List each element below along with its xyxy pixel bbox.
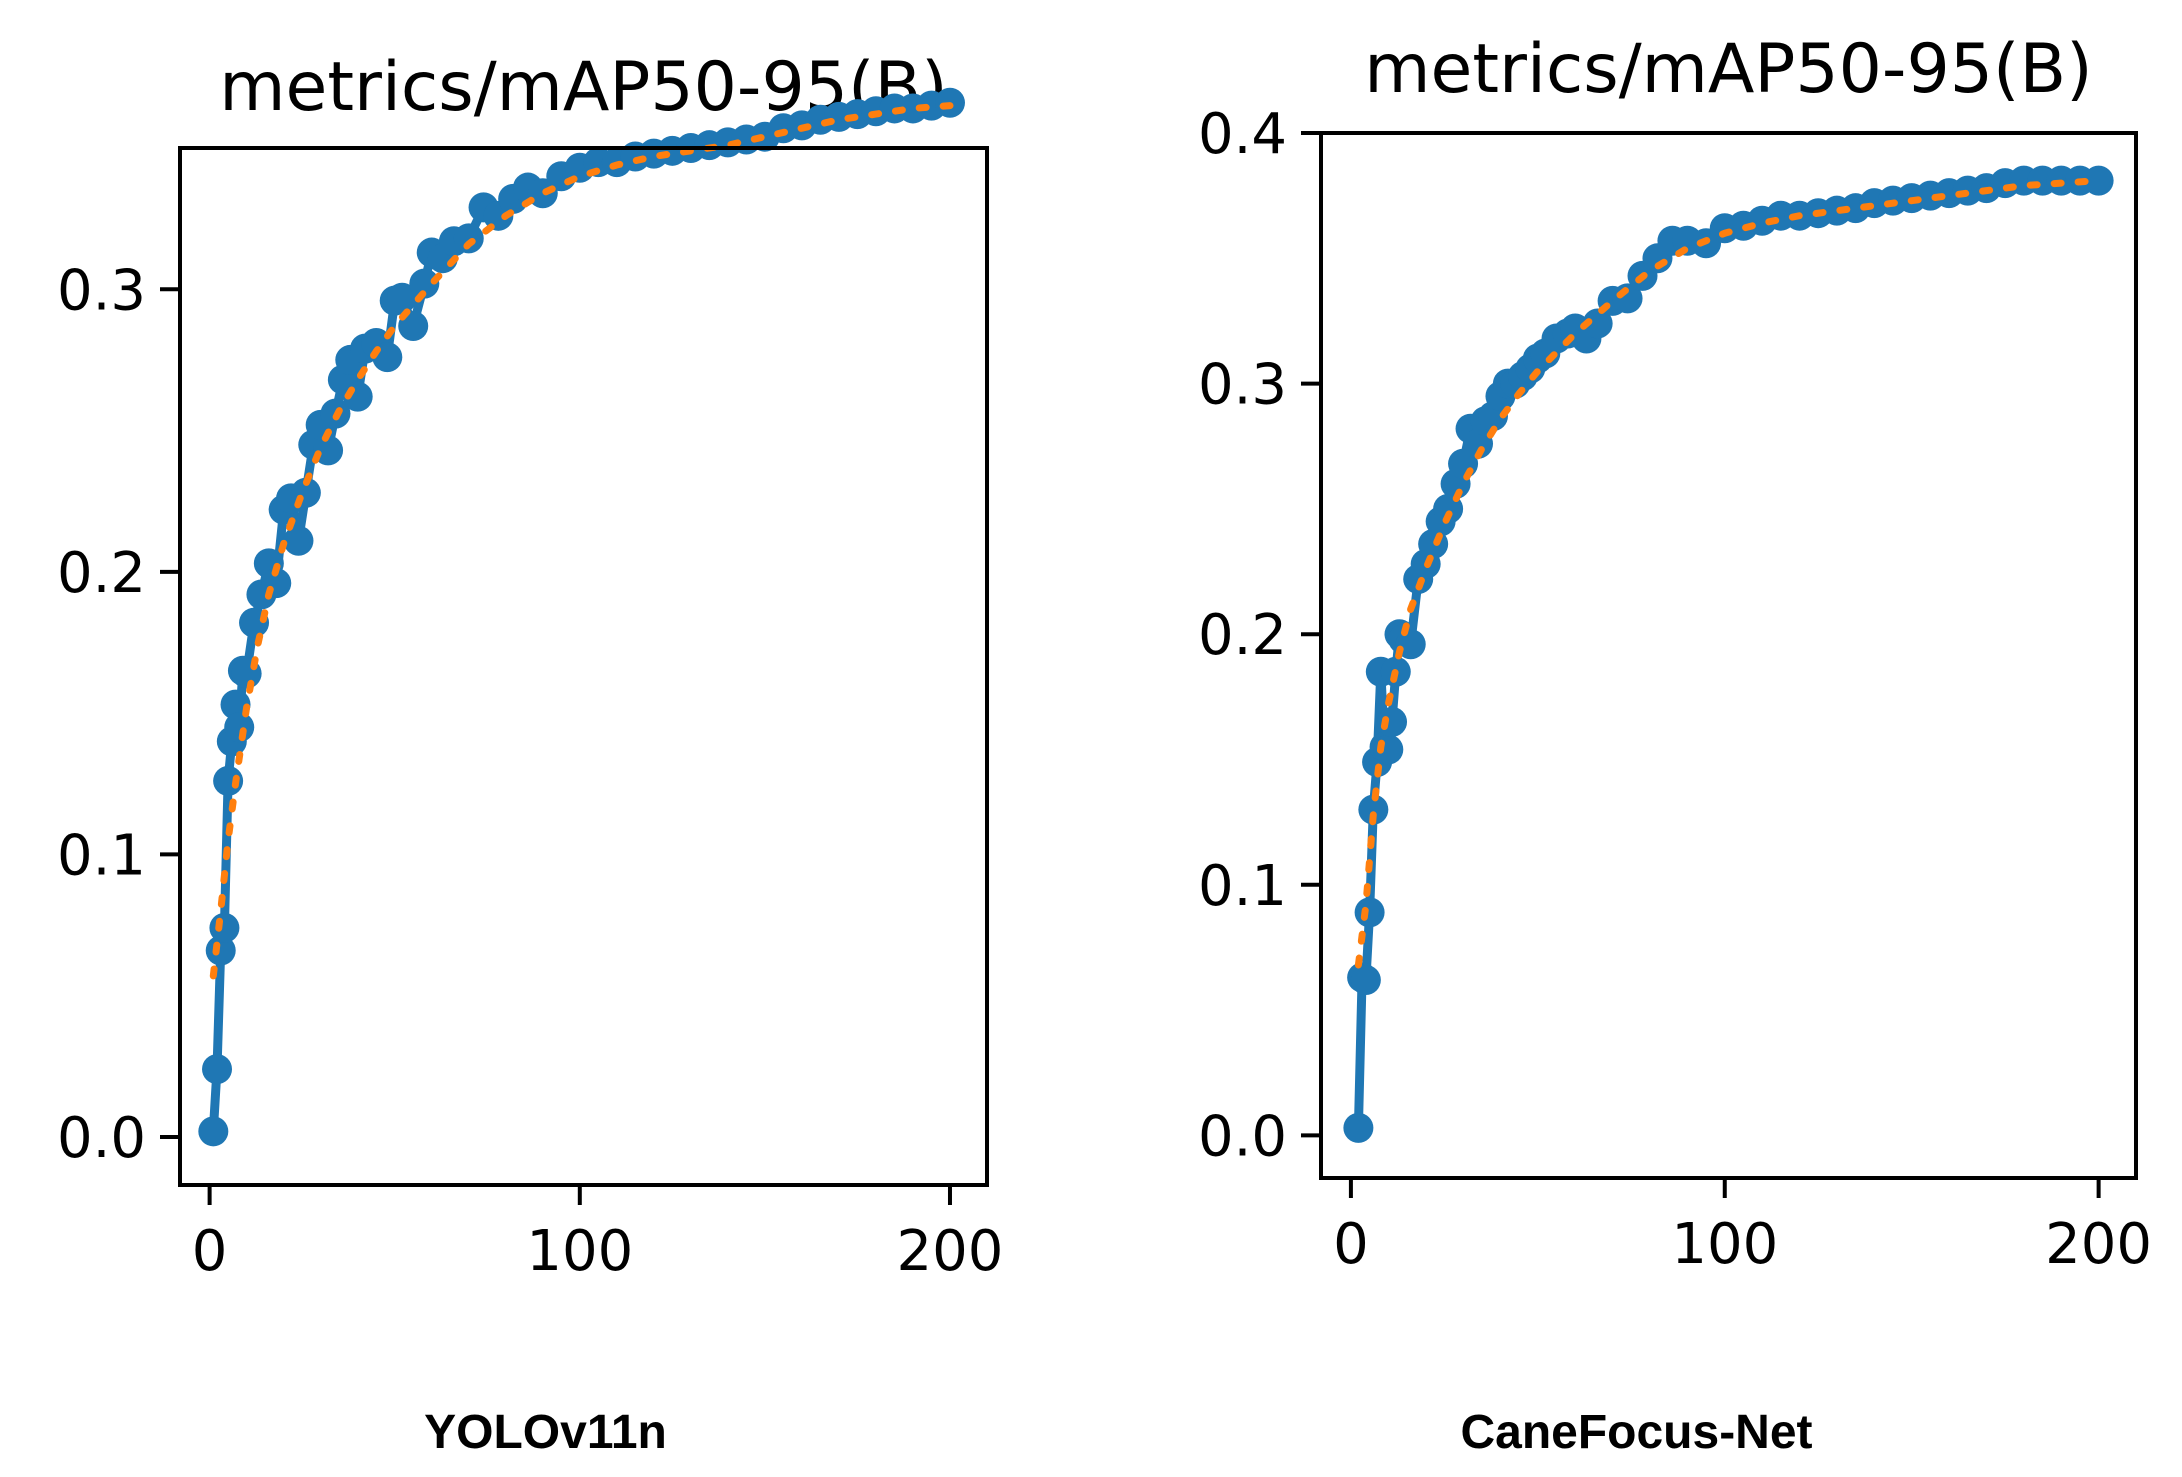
data-point-results [409, 268, 440, 299]
data-point-results [205, 935, 236, 966]
plot-frame [178, 146, 989, 1187]
series-line-smooth [209, 102, 954, 980]
data-point-results [2083, 165, 2114, 196]
data-point-results [387, 282, 418, 313]
data-point-results [202, 1054, 233, 1085]
y-tick-label: 0.3 [1198, 353, 1287, 418]
x-tick-label: 0 [1333, 1212, 1369, 1277]
y-tick-label: 0.3 [57, 258, 146, 323]
y-tick-label: 0.4 [1198, 102, 1287, 167]
data-point-results [313, 435, 344, 466]
chart-caption: CaneFocus-Net [1460, 1406, 1813, 1459]
data-point-results [1463, 428, 1494, 459]
data-point-results [283, 525, 314, 556]
data-point-results [1343, 1112, 1374, 1143]
y-tick-label: 0.2 [1198, 603, 1287, 668]
data-point-results [453, 223, 484, 254]
data-point-results [1358, 794, 1389, 825]
y-tick-label: 0.0 [1198, 1104, 1287, 1169]
chart-panel-canefocus-net: metrics/mAP50-95(B) 0.0 0.1 0.2 0.3 0.4 0 100 20… [1091, 0, 2182, 1477]
chart-title: metrics/mAP50-95(B) [1364, 30, 2092, 109]
y-tick-label: 0.1 [57, 823, 146, 888]
data-point-results [224, 712, 255, 743]
data-point-results [1377, 706, 1408, 737]
x-tick-label: 100 [526, 1219, 633, 1284]
chart-canefocus-net: metrics/mAP50-95(B) 0.0 0.1 0.2 0.3 0.4 0 100 20… [1198, 30, 2152, 1277]
data-point-results [1350, 965, 1381, 996]
plot-frame [1319, 131, 2138, 1180]
y-tick-label: 0.0 [57, 1106, 146, 1171]
data-point-results [209, 912, 240, 943]
series-line-results [208, 98, 955, 1136]
data-point-results [1395, 629, 1426, 660]
x-tick-label: 200 [2045, 1212, 2152, 1277]
series-line-smooth [1354, 177, 2103, 969]
chart-caption: YOLOv11n [424, 1406, 667, 1459]
x-tick-label: 100 [1671, 1212, 1778, 1277]
series-line-results [1353, 176, 2104, 1133]
x-tick-label: 0 [192, 1219, 228, 1284]
chart-yolov11n: metrics/mAP50-95(B)0.00.10.20.30 100 200 [57, 48, 1004, 1284]
data-point-results [198, 1116, 229, 1147]
y-tick-label: 0.1 [1198, 854, 1287, 919]
chart-panel-yolov11n: metrics/mAP50-95(B) 0.0 0.1 0.2 0.3 0 100 200 Y… [57, 48, 1004, 1459]
data-point-results [1354, 897, 1385, 928]
y-tick-label: 0.2 [57, 541, 146, 606]
x-tick-label: 200 [897, 1219, 1004, 1284]
data-point-results [1582, 308, 1613, 339]
